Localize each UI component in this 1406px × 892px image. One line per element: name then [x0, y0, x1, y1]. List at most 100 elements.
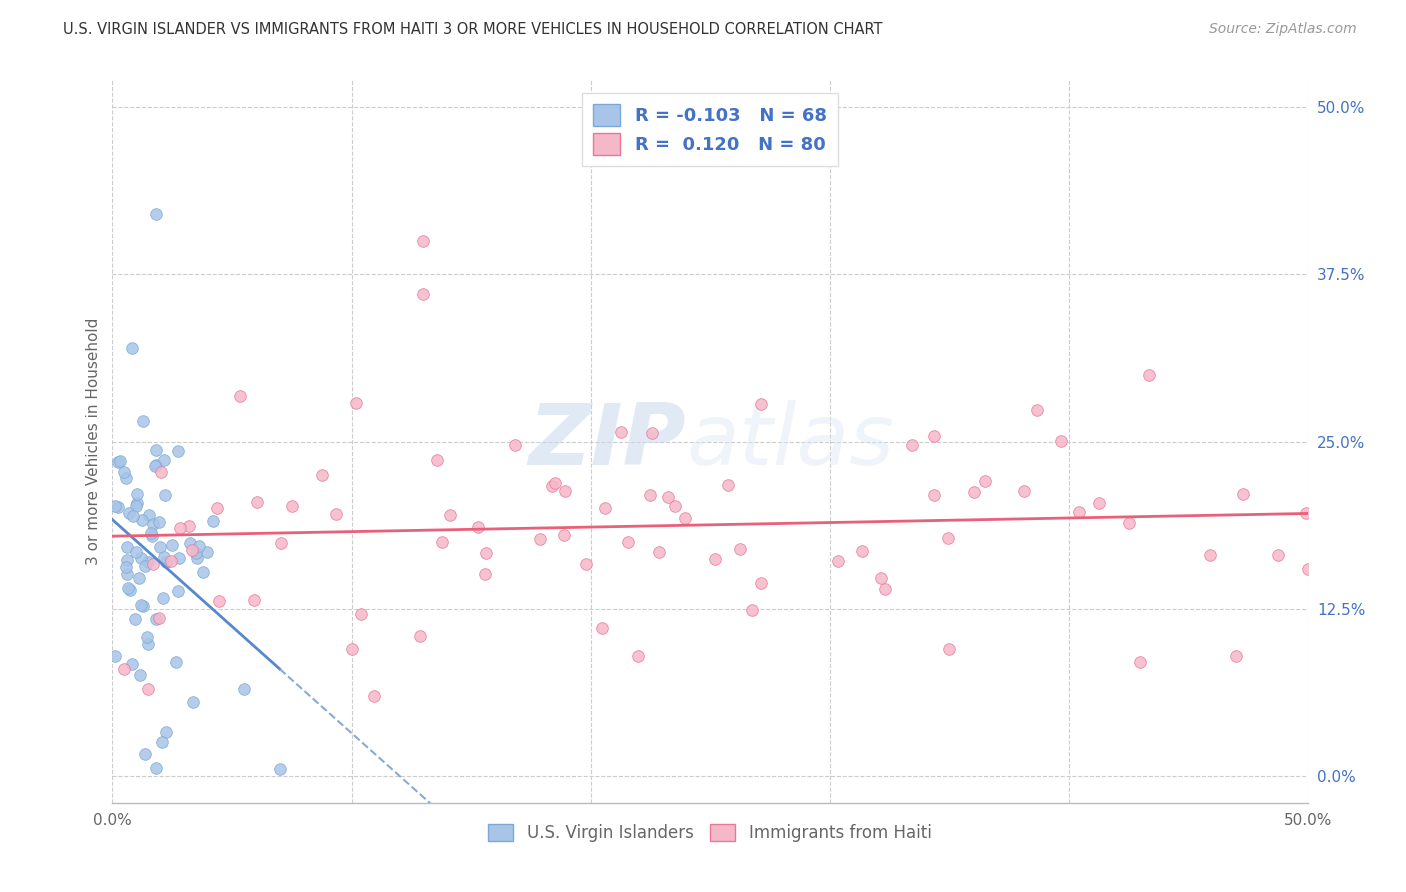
- Text: U.S. VIRGIN ISLANDER VS IMMIGRANTS FROM HAITI 3 OR MORE VEHICLES IN HOUSEHOLD CO: U.S. VIRGIN ISLANDER VS IMMIGRANTS FROM …: [63, 22, 883, 37]
- Point: [1225, 648, 1247, 663]
- Point: [128, 571, 150, 585]
- Point: [503, 437, 526, 451]
- Point: [363, 690, 385, 704]
- Text: atlas: atlas: [686, 400, 894, 483]
- Point: [145, 442, 167, 457]
- Point: [963, 484, 986, 499]
- Point: [145, 207, 167, 221]
- Point: [141, 529, 163, 543]
- Point: [150, 735, 173, 749]
- Point: [183, 695, 205, 709]
- Point: [340, 642, 363, 657]
- Point: [138, 681, 160, 696]
- Point: [851, 543, 873, 558]
- Point: [120, 582, 142, 597]
- Point: [1199, 548, 1222, 562]
- Point: [184, 546, 207, 560]
- Point: [924, 487, 946, 501]
- Point: [167, 584, 190, 599]
- Point: [138, 555, 160, 569]
- Point: [426, 452, 449, 467]
- Point: [246, 495, 269, 509]
- Point: [870, 572, 893, 586]
- Point: [716, 477, 738, 491]
- Point: [193, 566, 215, 580]
- Point: [149, 465, 172, 479]
- Point: [136, 630, 159, 644]
- Point: [1137, 368, 1160, 382]
- Point: [160, 554, 183, 568]
- Point: [152, 591, 174, 606]
- Point: [138, 508, 160, 522]
- Point: [664, 499, 686, 513]
- Point: [610, 425, 633, 439]
- Point: [177, 519, 200, 533]
- Point: [344, 396, 367, 410]
- Point: [145, 612, 167, 626]
- Point: [554, 483, 576, 498]
- Text: Source: ZipAtlas.com: Source: ZipAtlas.com: [1209, 22, 1357, 37]
- Point: [593, 501, 616, 516]
- Point: [153, 488, 176, 502]
- Point: [325, 507, 347, 521]
- Point: [145, 458, 167, 472]
- Point: [165, 656, 187, 670]
- Point: [474, 566, 496, 581]
- Point: [205, 501, 228, 516]
- Point: [270, 535, 292, 549]
- Point: [114, 560, 136, 574]
- Point: [104, 499, 127, 513]
- Point: [143, 458, 166, 473]
- Point: [201, 514, 224, 528]
- Point: [591, 621, 613, 635]
- Point: [657, 490, 679, 504]
- Point: [673, 510, 696, 524]
- Point: [641, 425, 664, 440]
- Point: [104, 649, 127, 664]
- Point: [132, 414, 155, 428]
- Point: [121, 341, 143, 355]
- Point: [616, 534, 638, 549]
- Point: [1295, 506, 1317, 520]
- Point: [141, 526, 163, 541]
- Point: [873, 582, 896, 596]
- Point: [412, 287, 434, 301]
- Point: [110, 454, 132, 468]
- Point: [131, 513, 153, 527]
- Point: [121, 657, 143, 671]
- Point: [148, 515, 170, 529]
- Point: [149, 540, 172, 554]
- Point: [1088, 496, 1111, 510]
- Point: [114, 471, 136, 485]
- Point: [1232, 487, 1254, 501]
- Point: [188, 539, 211, 553]
- Point: [541, 479, 564, 493]
- Point: [553, 527, 575, 541]
- Point: [107, 455, 129, 469]
- Point: [134, 559, 156, 574]
- Point: [575, 557, 598, 571]
- Point: [740, 602, 762, 616]
- Point: [1069, 505, 1091, 519]
- Point: [134, 747, 156, 761]
- Point: [112, 466, 135, 480]
- Point: [118, 506, 141, 520]
- Point: [155, 724, 177, 739]
- Point: [728, 542, 751, 557]
- Point: [125, 487, 148, 501]
- Point: [1296, 562, 1319, 576]
- Point: [704, 551, 727, 566]
- Point: [1025, 403, 1047, 417]
- Point: [1050, 434, 1073, 448]
- Point: [467, 519, 489, 533]
- Text: ZIP: ZIP: [529, 400, 686, 483]
- Point: [350, 607, 373, 622]
- Point: [115, 540, 138, 554]
- Point: [544, 475, 567, 490]
- Point: [180, 543, 202, 558]
- Point: [166, 444, 188, 458]
- Point: [974, 475, 997, 489]
- Point: [648, 545, 671, 559]
- Point: [749, 576, 772, 591]
- Point: [136, 637, 159, 651]
